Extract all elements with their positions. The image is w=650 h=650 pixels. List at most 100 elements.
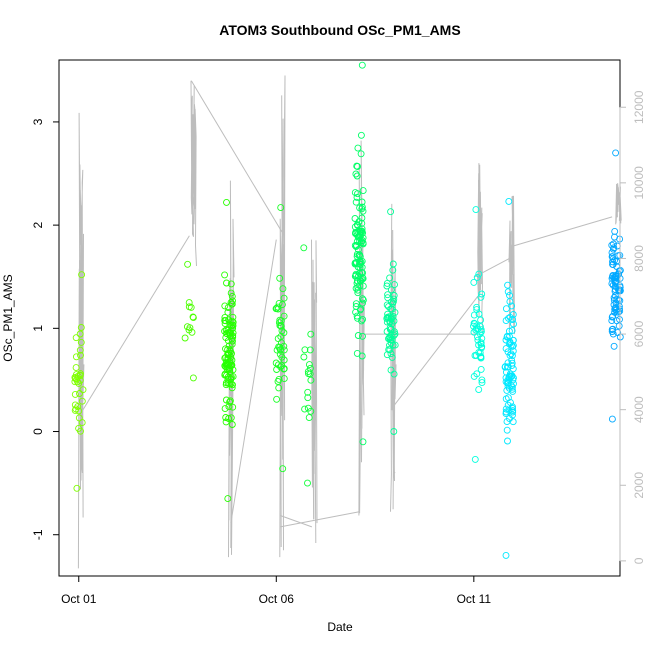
data-point: [352, 170, 360, 178]
data-point: [502, 345, 510, 353]
data-point: [226, 359, 234, 367]
data-point: [273, 346, 281, 354]
data-point: [359, 295, 366, 303]
data-point: [615, 287, 623, 295]
data-point: [76, 330, 84, 338]
data-point: [304, 479, 311, 487]
data-point: [502, 551, 510, 559]
data-point: [274, 335, 282, 343]
data-point: [502, 305, 510, 313]
data-point: [508, 327, 516, 335]
data-point: [387, 208, 395, 216]
data-point: [352, 300, 360, 308]
data-point: [359, 187, 367, 195]
data-point: [272, 305, 280, 313]
data-point: [280, 342, 288, 350]
data-point: [475, 386, 483, 394]
data-point: [508, 356, 516, 364]
data-point: [224, 354, 232, 362]
data-point: [222, 418, 230, 426]
data-point: [389, 341, 397, 349]
data-point: [506, 351, 514, 359]
data-point: [386, 318, 394, 326]
x-tick-label: Oct 11: [457, 592, 492, 606]
data-point: [504, 401, 512, 409]
data-point: [226, 364, 234, 372]
data-point: [509, 411, 516, 419]
data-point: [502, 317, 510, 325]
data-point: [78, 419, 86, 427]
line-segment: [228, 180, 235, 558]
data-point: [305, 370, 312, 378]
data-point: [279, 285, 287, 293]
data-point: [609, 255, 617, 263]
data-point: [280, 294, 288, 302]
data-point: [227, 375, 235, 382]
data-point: [229, 321, 237, 329]
data-point: [353, 172, 361, 180]
plot-frame: [58, 59, 621, 577]
data-point: [389, 260, 397, 268]
data-point: [188, 328, 196, 336]
data-point: [74, 378, 81, 386]
data-point: [189, 374, 197, 382]
data-point: [274, 303, 282, 311]
line-segment: [508, 195, 515, 335]
data-point: [227, 289, 235, 297]
data-point: [228, 384, 236, 392]
line-segment: [358, 140, 365, 516]
line-connector: [390, 295, 479, 410]
data-point: [76, 346, 84, 354]
data-point: [72, 371, 80, 379]
data-point: [504, 288, 512, 296]
data-point: [502, 395, 510, 403]
data-point: [78, 397, 86, 405]
data-point: [612, 149, 620, 157]
data-point: [76, 390, 83, 397]
data-point: [353, 258, 360, 266]
data-point: [351, 223, 359, 231]
data-point: [356, 258, 364, 265]
data-point: [470, 311, 478, 319]
data-point: [351, 242, 359, 249]
data-point: [391, 341, 399, 349]
data-point: [387, 339, 395, 347]
x-tick-label: Oct 01: [61, 592, 97, 606]
data-point: [301, 405, 309, 413]
data-point: [358, 214, 366, 222]
data-point: [610, 342, 618, 350]
data-point: [73, 484, 81, 492]
data-point: [471, 320, 479, 328]
data-point: [505, 406, 513, 414]
y-tick-label: 1: [31, 325, 45, 332]
data-point: [222, 396, 230, 404]
data-point: [276, 346, 284, 354]
data-point: [276, 274, 284, 282]
data-point: [391, 330, 399, 338]
data-point: [506, 291, 513, 299]
data-point: [478, 290, 486, 298]
data-point: [224, 308, 232, 316]
y2-tick-label: 0: [632, 557, 646, 564]
y2-tick-label: 8000: [632, 245, 646, 272]
data-point: [503, 426, 511, 434]
data-point: [609, 330, 617, 338]
data-point: [386, 346, 394, 354]
x-axis: Oct 01 Oct 06 Oct 11: [61, 575, 492, 606]
data-point: [75, 379, 83, 387]
y-tick-label: -1: [31, 529, 45, 540]
data-point: [611, 287, 619, 295]
data-point: [306, 346, 314, 354]
data-point: [224, 351, 232, 358]
data-point: [226, 397, 234, 405]
line-connector: [509, 216, 613, 248]
y2-tick-label: 4000: [632, 396, 646, 423]
data-point: [475, 341, 483, 349]
data-point: [508, 362, 516, 370]
data-point: [509, 336, 517, 344]
data-point: [228, 292, 236, 300]
data-point: [307, 407, 315, 415]
data-point: [388, 336, 396, 344]
data-point: [71, 390, 79, 398]
data-point: [222, 358, 230, 366]
